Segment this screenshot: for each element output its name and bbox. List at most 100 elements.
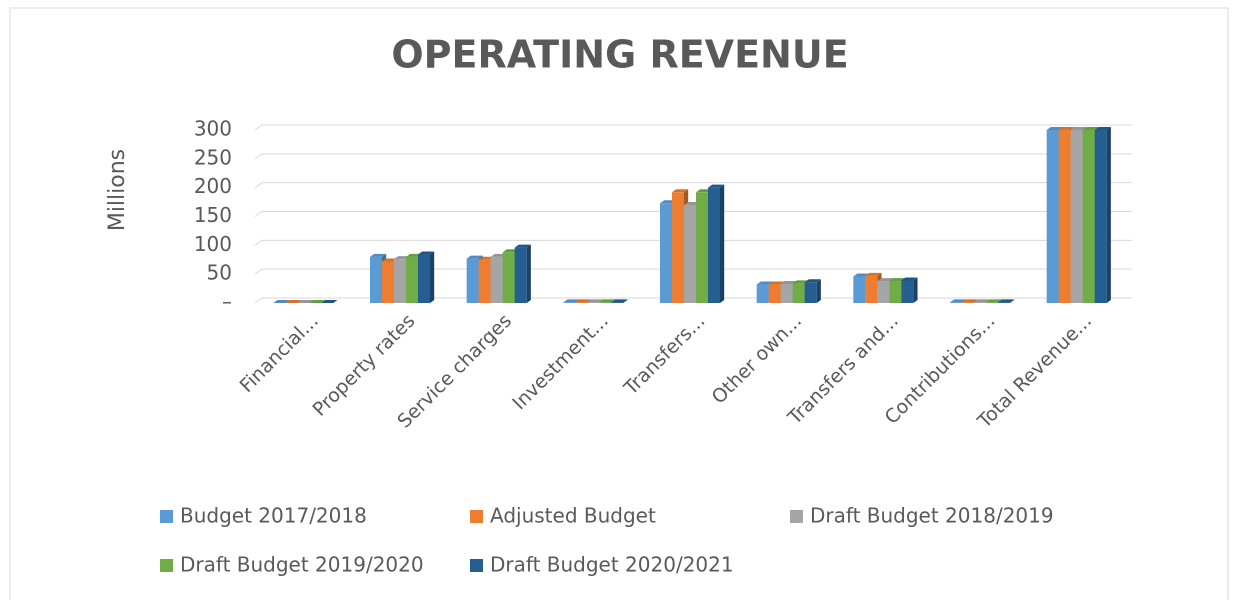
grid-line [254, 124, 1132, 131]
legend-label: Budget 2017/2018 [180, 504, 367, 528]
bar-top [321, 300, 338, 303]
bar-front [998, 302, 1010, 303]
legend-label: Draft Budget 2018/2019 [810, 504, 1054, 528]
bar-front [587, 302, 600, 303]
bar-front [660, 203, 672, 303]
chart-title: OPERATING REVENUE [391, 33, 848, 77]
legend-label: Adjusted Budget [490, 504, 656, 528]
bar-top [950, 299, 967, 303]
bar-front [889, 281, 902, 303]
bar-top [1094, 127, 1111, 130]
bar-front [853, 276, 866, 303]
bar [1094, 127, 1111, 303]
bar-top [974, 299, 991, 303]
legend-label: Draft Budget 2019/2020 [180, 553, 424, 577]
legend-label: Draft Budget 2020/2021 [490, 553, 734, 577]
bar-front [974, 302, 986, 303]
bar-top [611, 299, 628, 303]
y-axis-label: Millions [105, 149, 130, 231]
bar-top [466, 255, 483, 259]
bar-front [611, 302, 624, 303]
bar-top [297, 300, 314, 303]
bar-front [514, 247, 527, 303]
bar-side [913, 277, 918, 303]
bar-top [273, 300, 290, 303]
bar-front [708, 187, 720, 303]
bar-top [1082, 127, 1099, 130]
bar-top [285, 300, 302, 303]
grid-line [254, 182, 1132, 189]
bar-front [684, 204, 696, 303]
y-tick-label: 200 [194, 174, 232, 198]
bar [309, 300, 326, 303]
bar [514, 244, 531, 303]
bar [998, 299, 1015, 303]
grid-line [254, 239, 1132, 246]
y-tick-label: 50 [207, 261, 232, 285]
bar-top [998, 299, 1015, 303]
bar-front [1094, 130, 1107, 303]
bar-top [877, 278, 894, 282]
bar-top [599, 299, 616, 303]
bar-front [490, 256, 503, 303]
bar-front [865, 275, 878, 303]
chart-frame [9, 7, 1229, 604]
bar-front [696, 192, 708, 303]
bar-top [418, 251, 435, 255]
grid-line [254, 297, 1132, 304]
bar-top [853, 273, 870, 277]
bar-front [382, 261, 394, 303]
grid-line [254, 268, 1132, 275]
bar-top [889, 278, 906, 282]
bar-side [720, 184, 725, 303]
bar-top [708, 184, 725, 188]
bar-side [430, 251, 435, 303]
bar-front [877, 281, 890, 303]
bar [901, 277, 918, 303]
bar [708, 184, 725, 303]
bar-top [672, 189, 689, 193]
bar [418, 251, 435, 303]
bar-front [672, 192, 684, 303]
bar-top [780, 280, 797, 284]
bar-side [1106, 127, 1111, 303]
bar-front [466, 258, 479, 303]
y-tick-label: 150 [194, 203, 232, 227]
bar-front [478, 259, 491, 303]
bar-top [370, 253, 387, 257]
y-tick-label: 100 [194, 232, 232, 256]
bar-top [514, 244, 531, 248]
bar-top [768, 281, 785, 285]
bar-front [962, 302, 974, 303]
bar-top [865, 272, 882, 276]
bar-top [587, 299, 604, 303]
bar [273, 300, 290, 303]
bar-front [370, 256, 382, 303]
bar-front [986, 302, 998, 303]
bar-front [406, 256, 418, 303]
bar [297, 300, 314, 303]
bar-front [418, 254, 430, 303]
bar-front [1082, 130, 1095, 303]
bar-front [502, 252, 515, 303]
bar [611, 299, 628, 303]
bar-top [575, 299, 592, 303]
bar-side [1010, 299, 1015, 303]
bar-front [1046, 130, 1059, 303]
bar-front [1070, 130, 1083, 303]
y-tick-label: 250 [194, 145, 232, 169]
bar-top [962, 299, 979, 303]
bar-front [950, 302, 962, 303]
legend-swatch [470, 510, 483, 523]
legend-swatch [470, 559, 483, 572]
bar [285, 300, 302, 303]
bar-front [394, 259, 406, 303]
bar-top [804, 279, 821, 283]
bar-front [792, 283, 805, 303]
bar-side [623, 299, 628, 303]
bar-top [986, 299, 1003, 303]
bar-top [309, 300, 326, 303]
bar-top [1058, 127, 1075, 130]
bar-front [599, 302, 612, 303]
